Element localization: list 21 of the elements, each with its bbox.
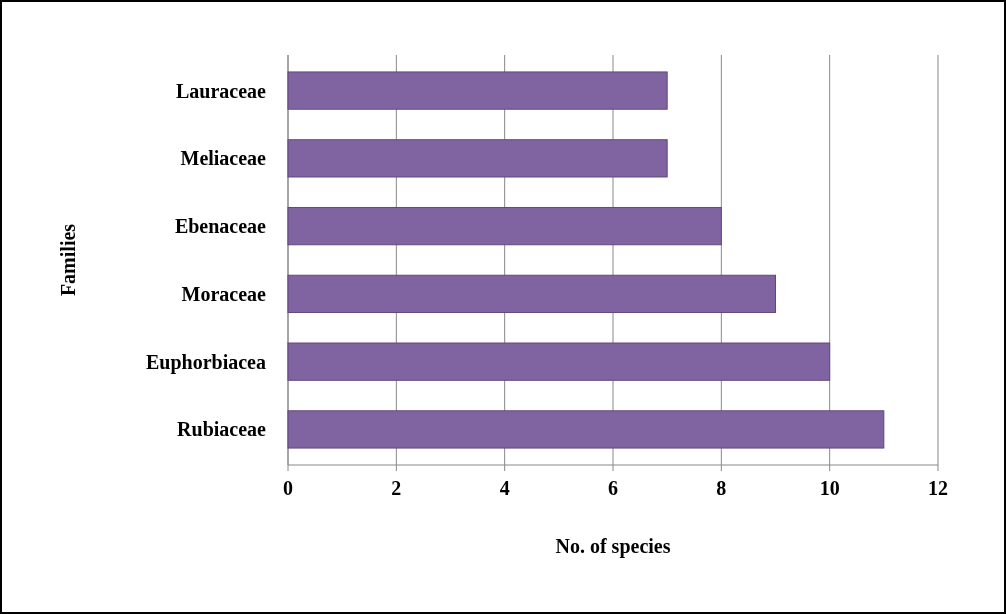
x-tick-label: 0 [283, 477, 293, 499]
x-tick-label: 10 [819, 477, 840, 499]
x-tick-label: 4 [499, 477, 510, 499]
x-tick-label: 12 [928, 477, 948, 499]
x-tick-label: 2 [391, 477, 402, 499]
bar [287, 206, 722, 246]
y-tick-label: Euphorbiacea [145, 350, 266, 374]
bar [287, 274, 776, 314]
x-tick-label: 8 [716, 477, 727, 499]
bar [287, 342, 831, 381]
y-tick-label: Ebenaceae [174, 215, 267, 238]
bar [287, 139, 668, 178]
y-tick-label: Rubiaceae [177, 418, 267, 441]
y-tick-label: Moraceae [181, 282, 267, 305]
x-axis-title: No. of species [555, 535, 671, 558]
y-axis-title: Families [57, 223, 79, 297]
bar [287, 410, 885, 449]
y-tick-label: Lauraceae [176, 79, 267, 102]
y-tick-label: Meliaceae [180, 147, 267, 170]
x-tick-label: 6 [608, 477, 618, 499]
bar [287, 71, 668, 110]
